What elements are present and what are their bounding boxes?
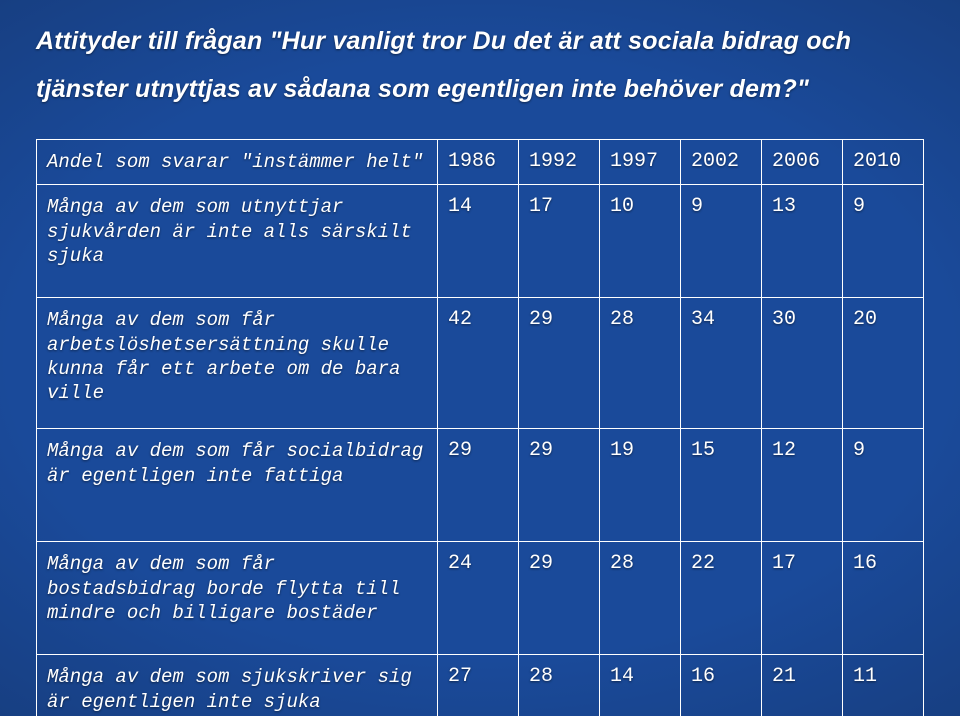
- cell: 27: [438, 655, 519, 716]
- year-head: 1986: [438, 140, 519, 185]
- year-head: 1992: [519, 140, 600, 185]
- row-label: Många av dem som sjukskriver sig är egen…: [37, 655, 438, 716]
- cell: 17: [762, 542, 843, 655]
- cell: 9: [681, 185, 762, 298]
- cell: 34: [681, 298, 762, 429]
- data-table-wrap: Andel som svarar "instämmer helt" 1986 1…: [36, 139, 924, 716]
- cell: 30: [762, 298, 843, 429]
- cell: 29: [438, 429, 519, 542]
- cell: 9: [843, 429, 924, 542]
- cell: 29: [519, 298, 600, 429]
- cell: 28: [600, 298, 681, 429]
- cell: 19: [600, 429, 681, 542]
- cell: 42: [438, 298, 519, 429]
- cell: 15: [681, 429, 762, 542]
- cell: 28: [519, 655, 600, 716]
- cell: 14: [600, 655, 681, 716]
- data-table: Andel som svarar "instämmer helt" 1986 1…: [36, 139, 924, 716]
- cell: 16: [681, 655, 762, 716]
- cell: 20: [843, 298, 924, 429]
- table-row: Många av dem som får arbetslöshetsersätt…: [37, 298, 924, 429]
- year-head: 1997: [600, 140, 681, 185]
- header-label: Andel som svarar "instämmer helt": [37, 140, 438, 185]
- cell: 10: [600, 185, 681, 298]
- table-row: Många av dem som får bostadsbidrag borde…: [37, 542, 924, 655]
- page-title: Attityder till frågan "Hur vanligt tror …: [36, 18, 924, 113]
- cell: 14: [438, 185, 519, 298]
- cell: 29: [519, 429, 600, 542]
- title-line-1: Attityder till frågan "Hur vanligt tror …: [36, 27, 851, 55]
- cell: 12: [762, 429, 843, 542]
- table-header-row: Andel som svarar "instämmer helt" 1986 1…: [37, 140, 924, 185]
- row-label: Många av dem som får bostadsbidrag borde…: [37, 542, 438, 655]
- cell: 24: [438, 542, 519, 655]
- cell: 28: [600, 542, 681, 655]
- year-head: 2010: [843, 140, 924, 185]
- title-line-2: tjänster utnyttjas av sådana som egentli…: [36, 75, 809, 103]
- row-label: Många av dem som utnyttjar sjukvården är…: [37, 185, 438, 298]
- cell: 21: [762, 655, 843, 716]
- table-row: Många av dem som utnyttjar sjukvården är…: [37, 185, 924, 298]
- cell: 16: [843, 542, 924, 655]
- row-label: Många av dem som får socialbidrag är ege…: [37, 429, 438, 542]
- cell: 22: [681, 542, 762, 655]
- row-label: Många av dem som får arbetslöshetsersätt…: [37, 298, 438, 429]
- table-row: Många av dem som får socialbidrag är ege…: [37, 429, 924, 542]
- year-head: 2006: [762, 140, 843, 185]
- cell: 29: [519, 542, 600, 655]
- cell: 9: [843, 185, 924, 298]
- cell: 17: [519, 185, 600, 298]
- cell: 11: [843, 655, 924, 716]
- cell: 13: [762, 185, 843, 298]
- table-row: Många av dem som sjukskriver sig är egen…: [37, 655, 924, 716]
- year-head: 2002: [681, 140, 762, 185]
